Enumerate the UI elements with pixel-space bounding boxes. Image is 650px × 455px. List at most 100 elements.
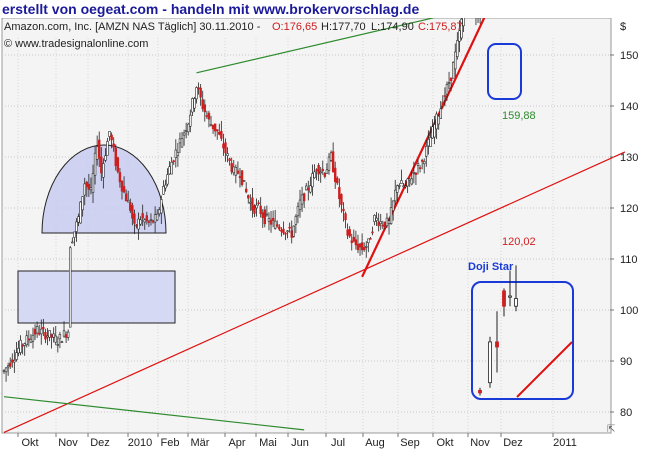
candle: [172, 159, 175, 165]
y-tick-label: 80: [620, 407, 632, 419]
candle-body: [255, 204, 258, 209]
candle-body: [447, 82, 451, 84]
candle-body: [251, 197, 254, 211]
x-tick-label: Nov: [470, 437, 490, 449]
candle: [199, 84, 202, 106]
candle-body: [410, 178, 413, 185]
candle-body: [42, 327, 45, 330]
candle: [410, 171, 413, 186]
x-tick-label: Jun: [291, 437, 309, 449]
candle: [25, 330, 28, 348]
candle-body: [288, 226, 291, 229]
candle: [354, 230, 358, 250]
candle-body: [19, 339, 22, 353]
candle: [224, 138, 227, 162]
candle-body: [102, 163, 105, 178]
candle: [164, 179, 167, 192]
candle: [420, 158, 424, 170]
candle-body: [257, 202, 260, 205]
candle: [189, 109, 192, 133]
candle: [207, 110, 211, 128]
candle: [242, 180, 246, 182]
candle-body: [427, 139, 430, 147]
candle-body: [290, 230, 293, 238]
candle: [240, 170, 244, 187]
candle: [251, 187, 254, 218]
level-label-red: 120,02: [502, 236, 536, 248]
candle: [147, 220, 151, 227]
candle: [454, 43, 457, 77]
candle: [81, 196, 84, 217]
y-axis: 8090100110120130140150160170180: [610, 0, 638, 419]
candle: [114, 144, 117, 171]
candle: [52, 327, 55, 343]
candle: [106, 137, 109, 156]
candle: [286, 229, 289, 239]
candle-body: [278, 226, 281, 230]
candle-body: [300, 194, 304, 205]
candle-body: [377, 221, 380, 227]
candle: [118, 167, 122, 188]
candle: [62, 321, 66, 338]
y-tick-label: 130: [620, 152, 638, 164]
candle-body: [64, 334, 68, 338]
candle-body: [238, 176, 242, 179]
candle-body: [54, 335, 57, 343]
candle: [340, 193, 343, 213]
candle-body: [443, 95, 447, 97]
candle-body: [391, 200, 395, 212]
candle: [247, 194, 250, 204]
candle-body: [40, 328, 43, 335]
candle-body: [449, 77, 453, 81]
candle-body: [454, 51, 457, 70]
candle-body: [137, 218, 140, 230]
y-tick-label: 120: [620, 203, 638, 215]
candle: [75, 218, 78, 242]
candle: [112, 137, 115, 152]
candle-body: [398, 185, 401, 187]
candle-body: [149, 218, 153, 221]
candle: [362, 242, 366, 252]
candle: [42, 318, 45, 337]
x-tick-label: Nov: [58, 437, 78, 449]
candle: [56, 336, 60, 353]
candle: [369, 236, 372, 240]
candle-body: [356, 243, 360, 251]
candle: [170, 157, 173, 175]
candle: [338, 178, 341, 208]
candle-body: [267, 218, 271, 222]
candle: [176, 142, 180, 167]
candle-body: [13, 360, 16, 363]
candle-body: [240, 170, 244, 185]
candle-body: [2, 370, 6, 372]
candle-body: [387, 220, 391, 224]
grid-corner-icon: ⇱: [607, 424, 615, 435]
candle-body: [323, 173, 327, 177]
candle-body: [66, 331, 70, 338]
candle: [180, 131, 184, 148]
y-tick-label: 90: [620, 356, 632, 368]
candle-body: [98, 139, 101, 159]
candle-body: [220, 131, 223, 139]
candle-body: [425, 145, 428, 157]
candle: [271, 210, 275, 228]
candle-body: [273, 220, 277, 229]
inset-candle: [495, 311, 499, 373]
candle-body: [333, 167, 337, 183]
candle: [102, 158, 105, 189]
candle: [311, 164, 314, 196]
candle-body: [437, 115, 440, 125]
chart-title-low: L:174,90: [371, 21, 414, 33]
x-tick-label: Sep: [400, 437, 420, 449]
candle: [269, 210, 273, 233]
candle: [433, 115, 436, 145]
candle-body: [27, 338, 31, 341]
candle-body: [418, 167, 422, 169]
candle-body: [81, 196, 84, 211]
candle: [149, 213, 153, 226]
candle-body: [104, 155, 107, 161]
candle-body: [329, 152, 333, 161]
candle-body: [193, 98, 196, 109]
candle-body: [265, 213, 269, 216]
